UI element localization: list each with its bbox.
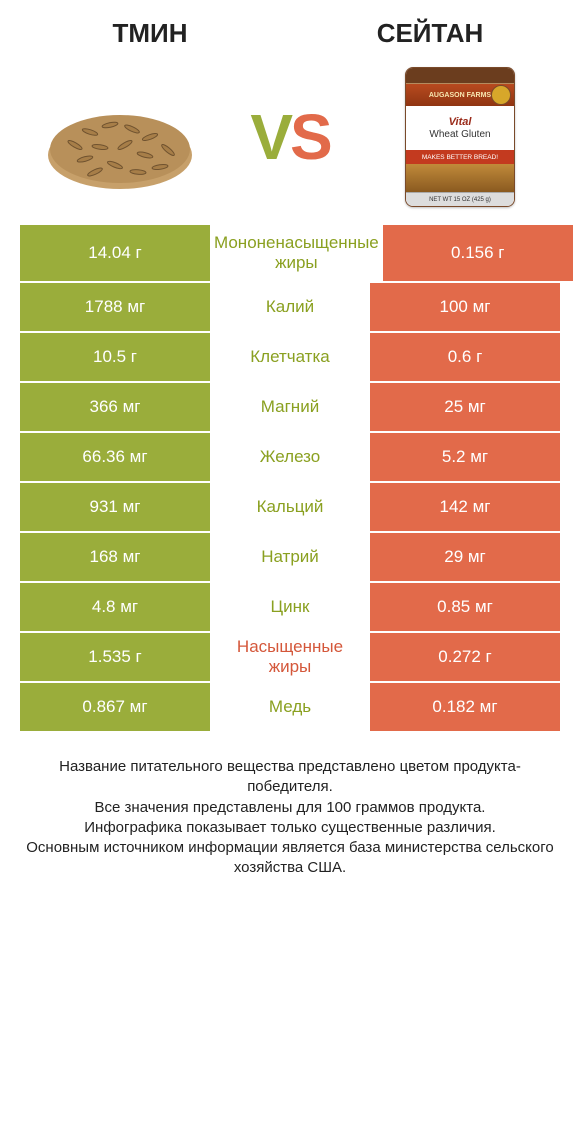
right-value: 25 мг bbox=[370, 383, 560, 431]
left-value: 931 мг bbox=[20, 483, 210, 531]
footnote-line: Название питательного вещества представл… bbox=[22, 757, 558, 798]
left-value: 1.535 г bbox=[20, 633, 210, 681]
table-row: 931 мгКальций142 мг bbox=[20, 481, 560, 531]
can-weight: NET WT 15 OZ (425 g) bbox=[406, 192, 514, 206]
vs-v: V bbox=[250, 101, 290, 173]
vs-label: VS bbox=[250, 105, 329, 169]
left-food-title: ТМИН bbox=[40, 18, 260, 49]
cumin-icon bbox=[40, 77, 200, 197]
nutrient-name: Калий bbox=[210, 283, 370, 331]
right-value: 29 мг bbox=[370, 533, 560, 581]
nutrient-name: Клетчатка bbox=[210, 333, 370, 381]
nutrient-name: Железо bbox=[210, 433, 370, 481]
can-line2: Wheat Gluten bbox=[429, 129, 490, 141]
table-row: 4.8 мгЦинк0.85 мг bbox=[20, 581, 560, 631]
left-value: 366 мг bbox=[20, 383, 210, 431]
right-value: 0.182 мг bbox=[370, 683, 560, 731]
left-value: 10.5 г bbox=[20, 333, 210, 381]
right-food-image: AUGASON FARMS Vital Wheat Gluten MAKES B… bbox=[380, 67, 540, 207]
images-row: VS AUGASON FARMS Vital Wheat Gluten MAKE… bbox=[0, 57, 580, 223]
can-line1: Vital bbox=[449, 116, 472, 129]
right-value: 0.85 мг bbox=[370, 583, 560, 631]
right-value: 0.272 г bbox=[370, 633, 560, 681]
left-value: 1788 мг bbox=[20, 283, 210, 331]
right-value: 100 мг bbox=[370, 283, 560, 331]
table-row: 14.04 гМононенасыщенные жиры0.156 г bbox=[20, 223, 560, 281]
footnote-line: Инфографика показывает только существенн… bbox=[22, 818, 558, 838]
table-row: 168 мгНатрий29 мг bbox=[20, 531, 560, 581]
right-food-title: СЕЙТАН bbox=[320, 18, 540, 49]
nutrient-name: Магний bbox=[210, 383, 370, 431]
can-brand: AUGASON FARMS bbox=[406, 84, 514, 106]
nutrient-name: Цинк bbox=[210, 583, 370, 631]
left-value: 66.36 мг bbox=[20, 433, 210, 481]
table-row: 66.36 мгЖелезо5.2 мг bbox=[20, 431, 560, 481]
table-row: 0.867 мгМедь0.182 мг bbox=[20, 681, 560, 731]
right-value: 142 мг bbox=[370, 483, 560, 531]
can-redstrip: MAKES BETTER BREAD! bbox=[406, 150, 514, 164]
table-row: 1.535 гНасыщенные жиры0.272 г bbox=[20, 631, 560, 681]
left-food-image bbox=[40, 67, 200, 207]
nutrient-name: Кальций bbox=[210, 483, 370, 531]
footnote: Название питательного вещества представл… bbox=[0, 731, 580, 879]
right-value: 5.2 мг bbox=[370, 433, 560, 481]
header: ТМИН СЕЙТАН bbox=[0, 0, 580, 57]
right-value: 0.156 г bbox=[383, 225, 573, 281]
left-value: 4.8 мг bbox=[20, 583, 210, 631]
nutrition-table: 14.04 гМононенасыщенные жиры0.156 г1788 … bbox=[0, 223, 580, 731]
table-row: 366 мгМагний25 мг bbox=[20, 381, 560, 431]
left-value: 14.04 г bbox=[20, 225, 210, 281]
right-value: 0.6 г bbox=[370, 333, 560, 381]
footnote-line: Все значения представлены для 100 граммо… bbox=[22, 798, 558, 818]
table-row: 10.5 гКлетчатка0.6 г bbox=[20, 331, 560, 381]
seitan-can-icon: AUGASON FARMS Vital Wheat Gluten MAKES B… bbox=[405, 67, 515, 207]
table-row: 1788 мгКалий100 мг bbox=[20, 281, 560, 331]
vs-s: S bbox=[290, 101, 330, 173]
nutrient-name: Насыщенные жиры bbox=[210, 633, 370, 681]
nutrient-name: Медь bbox=[210, 683, 370, 731]
nutrient-name: Мононенасыщенные жиры bbox=[210, 225, 383, 281]
footnote-line: Основным источником информации является … bbox=[22, 838, 558, 879]
left-value: 168 мг bbox=[20, 533, 210, 581]
nutrient-name: Натрий bbox=[210, 533, 370, 581]
left-value: 0.867 мг bbox=[20, 683, 210, 731]
